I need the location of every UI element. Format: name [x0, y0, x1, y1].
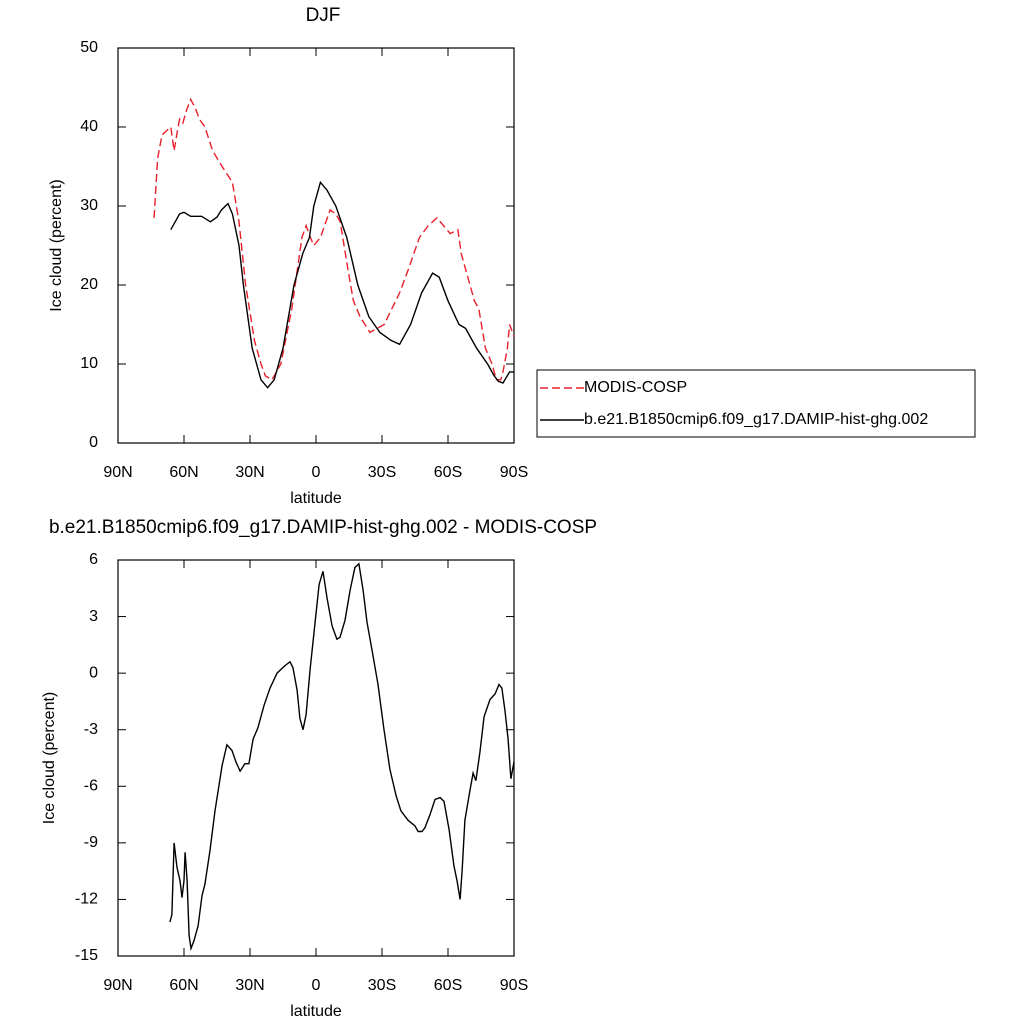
x-tick-label: 0	[312, 977, 321, 994]
y-tick-label: 20	[80, 276, 98, 293]
y-tick-label: 3	[89, 608, 98, 625]
y-tick-label: -15	[75, 947, 98, 964]
line-series	[170, 180, 514, 389]
legend-label: MODIS-COSP	[584, 379, 687, 396]
x-tick-label: 90N	[103, 977, 132, 994]
legend-box	[536, 369, 976, 438]
x-tick-label: 60N	[169, 977, 198, 994]
x-tick-label: 90S	[500, 464, 528, 481]
x-tick-label: 60S	[434, 977, 462, 994]
x-tick-label: 60N	[169, 464, 198, 481]
y-tick-label: -6	[84, 778, 98, 795]
y-tick-label: 50	[80, 39, 98, 56]
x-tick-label: 0	[312, 464, 321, 481]
x-tick-label: 30S	[368, 464, 396, 481]
line-series	[153, 97, 515, 381]
x-axis-label: latitude	[290, 490, 342, 507]
y-axis-label: Ice cloud (percent)	[41, 692, 58, 825]
y-tick-label: 40	[80, 118, 98, 135]
legend-label: b.e21.B1850cmip6.f09_g17.DAMIP-hist-ghg.…	[584, 411, 928, 428]
chart-title: DJF	[306, 5, 341, 26]
plot-frame	[117, 47, 515, 444]
y-tick-label: -12	[75, 891, 98, 908]
x-tick-label: 60S	[434, 464, 462, 481]
x-tick-label: 30N	[235, 464, 264, 481]
y-tick-label: -3	[84, 721, 98, 738]
chart-title: b.e21.B1850cmip6.f09_g17.DAMIP-hist-ghg.…	[49, 517, 597, 538]
y-tick-label: 0	[89, 664, 98, 681]
line-series	[169, 562, 515, 952]
x-tick-label: 90S	[500, 977, 528, 994]
y-tick-label: 30	[80, 197, 98, 214]
y-tick-label: -9	[84, 834, 98, 851]
x-tick-label: 30S	[368, 977, 396, 994]
x-tick-label: 90N	[103, 464, 132, 481]
x-axis-label: latitude	[290, 1003, 342, 1020]
y-tick-label: 6	[89, 551, 98, 568]
y-axis-label: Ice cloud (percent)	[48, 179, 65, 312]
y-tick-label: 10	[80, 355, 98, 372]
x-tick-label: 30N	[235, 977, 264, 994]
y-tick-label: 0	[89, 434, 98, 451]
